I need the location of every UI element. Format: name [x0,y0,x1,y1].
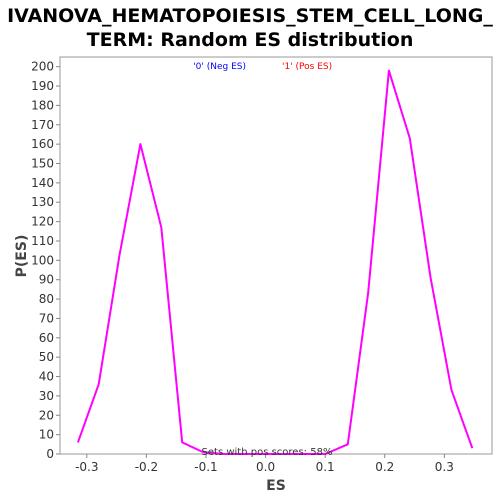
y-tick-label: 190 [31,79,54,93]
y-tick-label: 60 [39,331,54,345]
chart-title-line-1: IVANOVA_HEMATOPOIESIS_STEM_CELL_LONG_ [7,5,493,27]
pos-scores-annotation: Sets with pos scores: 58% [202,447,333,458]
y-tick-label: 10 [39,428,54,442]
legend-entry-pos-es: '1' (Pos ES) [282,62,332,72]
x-tick-label: -0.3 [75,460,98,474]
y-tick-label: 160 [31,137,54,151]
x-tick-label: 0.2 [375,460,394,474]
y-tick-label: 120 [31,215,54,229]
series-line [76,69,474,455]
y-axis: 0 10 20 30 40 50 60 70 80 90 100 110 120 130 140 150 160… [31,60,60,461]
y-tick-label: 110 [31,234,54,248]
y-tick-label: 70 [39,311,54,325]
y-tick-label: 40 [39,370,54,384]
chart-title-line-2: TERM: Random ES distribution [87,29,414,51]
y-tick-label: 200 [31,60,54,74]
x-tick-label: 0.1 [316,460,335,474]
y-tick-label: 50 [39,350,54,364]
legend-entry-neg-es: '0' (Neg ES) [193,62,246,72]
y-axis-label: P(ES) [14,235,30,278]
plot-area [59,56,493,455]
y-tick-label: 20 [39,408,54,422]
y-tick-label: 80 [39,292,54,306]
y-tick-label: 180 [31,98,54,112]
y-tick-label: 130 [31,195,54,209]
series-layer [76,69,474,455]
x-axis: -0.3 -0.2 -0.1 0.0 0.1 0.2 0.3 [75,454,454,474]
y-tick-label: 90 [39,273,54,287]
y-tick-label: 0 [46,447,54,461]
x-tick-label: -0.2 [135,460,158,474]
y-tick-label: 150 [31,157,54,171]
x-axis-label: ES [266,478,286,494]
y-tick-label: 170 [31,118,54,132]
y-tick-label: 100 [31,253,54,267]
x-tick-label: -0.1 [194,460,217,474]
y-tick-label: 30 [39,389,54,403]
y-tick-label: 140 [31,176,54,190]
x-tick-label: 0.0 [256,460,275,474]
legend: '0' (Neg ES) '1' (Pos ES) [193,62,332,72]
x-tick-label: 0.3 [435,460,454,474]
